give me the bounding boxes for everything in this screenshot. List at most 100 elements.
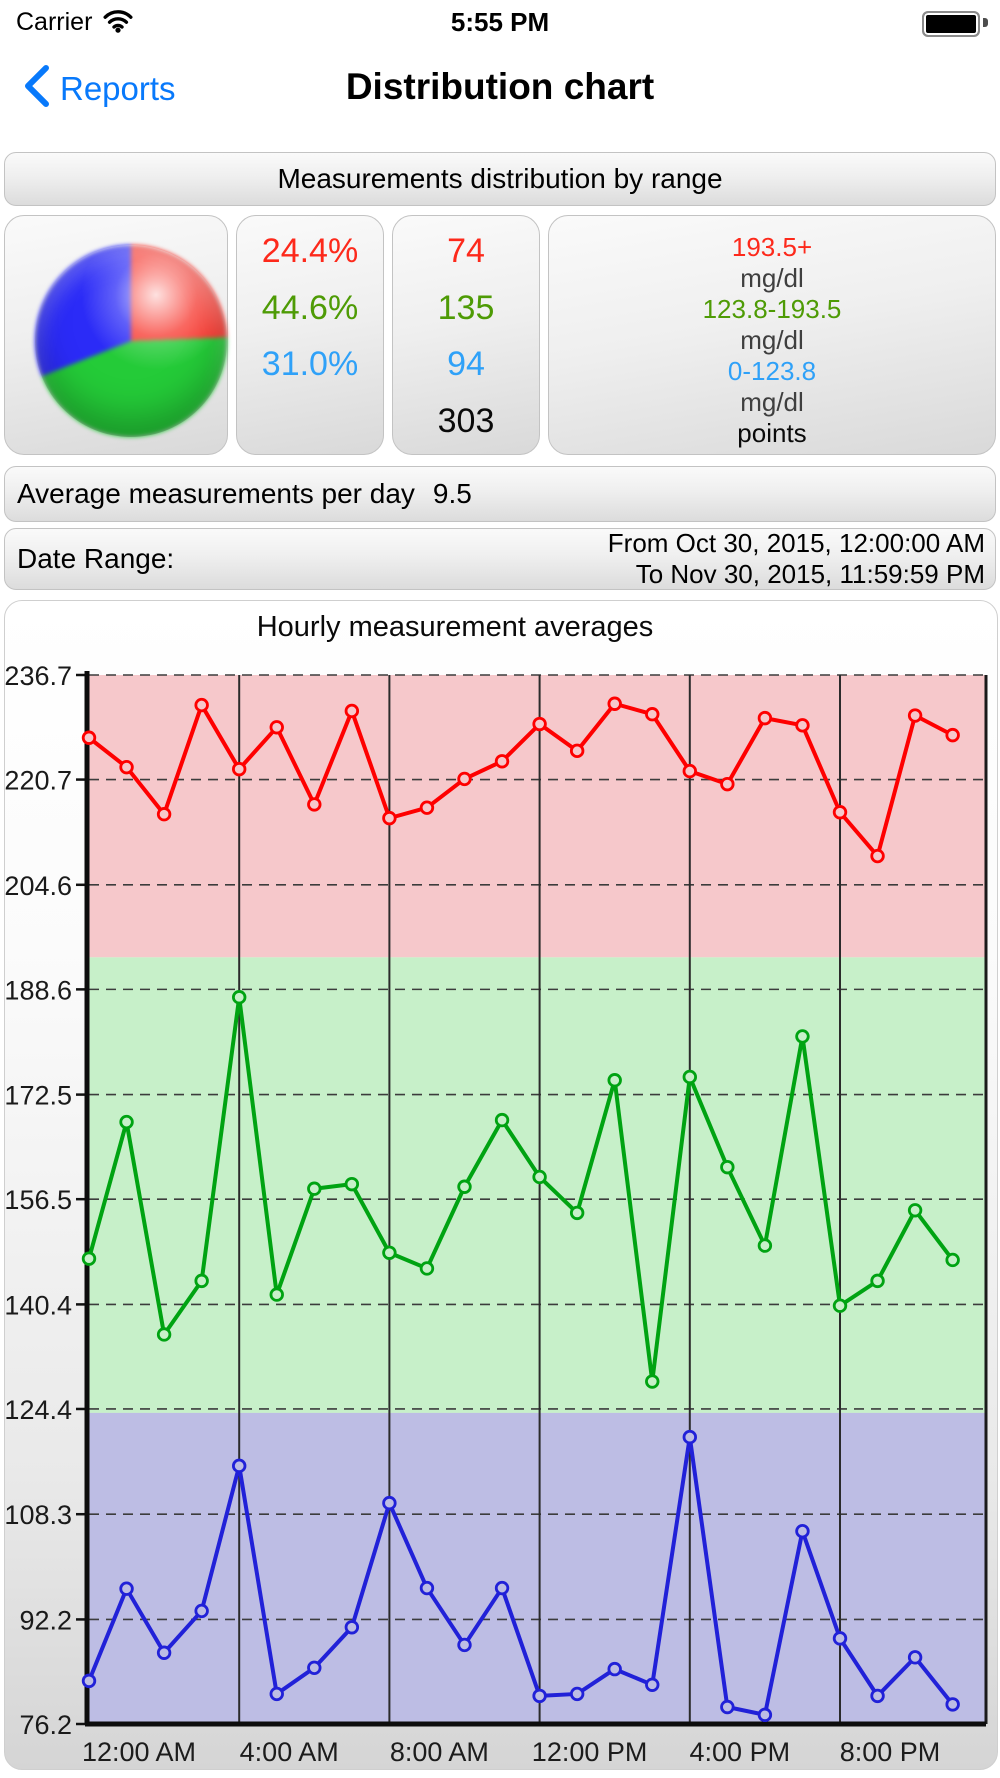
series-point-in-range	[832, 1298, 848, 1313]
x-tick-label: 12:00 PM	[532, 1737, 648, 1767]
x-tick-label: 12:00 AM	[82, 1737, 196, 1767]
series-point-low	[156, 1645, 172, 1660]
series-point-low	[945, 1697, 960, 1712]
range-in-range-value: 123.8-193.5	[702, 294, 842, 324]
series-point-in-range	[231, 990, 247, 1005]
series-point-in-range	[119, 1114, 134, 1130]
series-line-high	[87, 701, 954, 859]
series-point-in-range	[269, 1287, 284, 1302]
x-tick-label: 4:00 AM	[240, 1737, 339, 1767]
count-total: 303	[437, 401, 495, 440]
percentages-card: 24.4% 44.6% 31.0% 0	[236, 215, 384, 455]
average-bar: Average measurements per day 9.5	[4, 466, 996, 522]
date-range-bar: Date Range: From Oct 30, 2015, 12:00:00 …	[4, 528, 996, 590]
series-point-high	[720, 776, 735, 792]
range-in-range-unit: mg/dl	[740, 325, 804, 355]
distribution-pie-chart	[35, 245, 227, 437]
series-point-low	[757, 1707, 773, 1723]
pie-gloss-highlight	[35, 245, 227, 437]
series-point-high	[757, 710, 773, 726]
series-point-low	[194, 1603, 209, 1619]
series-line-in-range	[87, 995, 955, 1384]
hourly-averages-panel: 236.7 220.7 204.6 188.6 172.5 156.5 140.4 124.4…	[4, 600, 998, 1770]
series-point-in-range	[720, 1159, 735, 1175]
y-tick-label: 92.2	[19, 1605, 72, 1635]
band-in-range	[89, 957, 986, 1413]
series-point-low	[832, 1631, 848, 1646]
count-high: 74	[447, 232, 485, 270]
range-low-unit: mg/dl	[740, 387, 804, 417]
y-tick-label: 236.7	[5, 661, 72, 691]
wifi-icon	[103, 9, 133, 38]
range-in-range: 123.8-193.5 mg/dl	[703, 294, 842, 356]
average-value: 9.5	[432, 478, 472, 509]
series-point-low	[645, 1677, 660, 1692]
series-point-high	[231, 761, 247, 777]
series-point-high	[81, 730, 97, 745]
distribution-header-label: Measurements distribution by range	[277, 163, 723, 194]
series-point-in-range	[645, 1374, 660, 1389]
status-bar: Carrier 5:55 PM	[0, 0, 1000, 44]
counts-card: 74 135 94 303	[392, 215, 540, 455]
series-point-high	[607, 696, 622, 711]
back-button[interactable]: Reports	[22, 64, 176, 113]
range-high-value: 193.5+	[731, 232, 813, 262]
percent-high: 24.4%	[261, 232, 359, 270]
series-point-in-range	[607, 1073, 622, 1088]
series-line-low	[87, 1435, 955, 1717]
series-point-low	[382, 1495, 397, 1511]
x-tick-label: 4:00 PM	[690, 1737, 791, 1767]
series-point-in-range	[419, 1261, 435, 1276]
percent-in-range: 44.6%	[261, 288, 359, 327]
date-to: To Nov 30, 2015, 11:59:59 PM	[635, 559, 985, 589]
series-point-in-range	[194, 1273, 209, 1289]
series-point-low	[344, 1620, 360, 1635]
series-point-high	[532, 716, 547, 732]
series-point-in-range	[569, 1205, 585, 1221]
series-point-in-range	[382, 1245, 397, 1260]
series-point-low	[457, 1637, 472, 1653]
series-point-low	[419, 1580, 435, 1596]
page-title: Distribution chart	[345, 66, 655, 107]
y-tick-label: 124.4	[5, 1395, 72, 1425]
nav-bar: Distribution chart Reports	[0, 44, 1000, 140]
back-label: Reports	[60, 69, 176, 107]
series-point-high	[269, 720, 284, 735]
points-label: points	[737, 418, 807, 448]
series-point-high	[832, 805, 848, 820]
series-point-high	[119, 759, 134, 775]
series-point-low	[682, 1429, 698, 1445]
carrier-label: Carrier	[16, 8, 93, 36]
series-point-in-range	[344, 1176, 360, 1192]
y-tick-label: 156.5	[5, 1185, 72, 1215]
count-in-range: 135	[437, 288, 495, 327]
series-point-low	[720, 1699, 735, 1715]
range-low: 0-123.8 mg/dl	[728, 356, 816, 418]
series-point-high	[156, 807, 172, 822]
percent-low: 31.0%	[261, 345, 359, 384]
series-point-in-range	[945, 1252, 960, 1268]
y-tick-label: 140.4	[5, 1290, 72, 1320]
series-point-low	[907, 1650, 923, 1665]
series-point-high	[307, 797, 322, 812]
series-point-high	[344, 703, 360, 719]
series-point-high	[194, 697, 209, 713]
series-point-in-range	[682, 1069, 698, 1085]
hourly-averages-chart[interactable]: 236.7 220.7 204.6 188.6 172.5 156.5 140.4 124.4…	[5, 601, 997, 1769]
date-from: From Oct 30, 2015, 12:00:00 AM	[607, 528, 985, 558]
series-point-high	[645, 707, 660, 722]
series-point-in-range	[907, 1203, 923, 1218]
series-point-low	[532, 1688, 547, 1704]
y-tick-label: 108.3	[5, 1500, 72, 1530]
date-range-label: Date Range:	[17, 543, 175, 574]
chart-title: Hourly measurement averages	[256, 611, 654, 643]
battery-nub	[983, 18, 988, 27]
series-point-in-range	[457, 1179, 472, 1194]
battery-icon	[922, 11, 980, 37]
average-label: Average measurements per day	[17, 478, 415, 509]
range-high-unit: mg/dl	[740, 263, 804, 293]
series-point-in-range	[494, 1112, 510, 1128]
series-point-in-range	[795, 1029, 810, 1044]
series-point-high	[382, 810, 397, 826]
series-point-low	[307, 1660, 322, 1675]
